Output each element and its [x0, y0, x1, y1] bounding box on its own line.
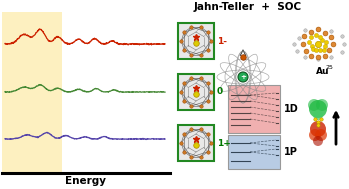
Circle shape [238, 72, 248, 82]
Text: 1P: 1P [284, 147, 298, 157]
Text: Energy: Energy [66, 176, 106, 186]
Bar [228, 135, 280, 169]
Circle shape [309, 100, 327, 118]
Text: 0: 0 [217, 88, 223, 97]
Bar [228, 85, 280, 133]
Text: 25: 25 [325, 65, 333, 70]
Circle shape [315, 129, 327, 141]
Circle shape [309, 129, 321, 141]
Text: 1-: 1- [217, 36, 227, 46]
Circle shape [308, 99, 320, 111]
Bar [178, 23, 214, 59]
Bar [178, 74, 214, 110]
Circle shape [313, 110, 323, 120]
Text: 1D: 1D [284, 104, 299, 114]
Bar [178, 125, 214, 161]
Circle shape [313, 136, 323, 146]
Circle shape [310, 121, 326, 137]
Bar [2, 12, 62, 174]
Text: +: + [240, 74, 246, 80]
Circle shape [316, 99, 328, 111]
Text: 1+: 1+ [217, 139, 231, 147]
Text: Jahn-Teller  +  SOC: Jahn-Teller + SOC [194, 2, 302, 12]
Text: Au: Au [316, 67, 329, 76]
